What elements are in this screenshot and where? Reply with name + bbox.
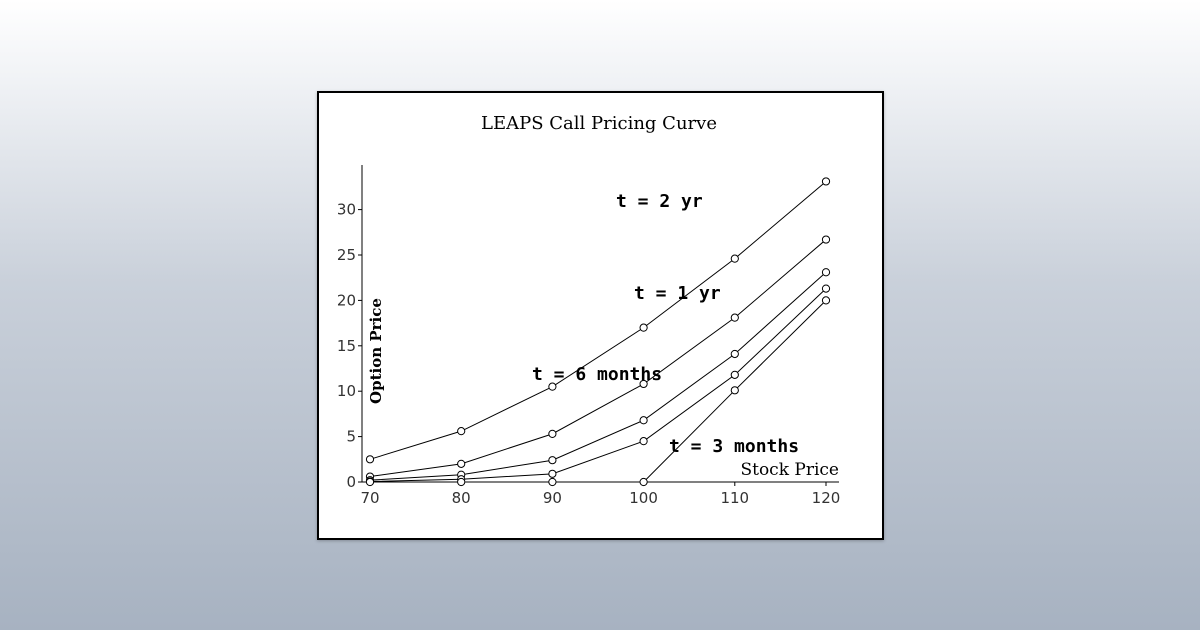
series-label: t = 1 yr (634, 283, 721, 304)
series-line-2 (369, 271, 827, 481)
data-point (457, 427, 466, 436)
x-tick-label: 100 (629, 489, 658, 507)
data-point (548, 456, 557, 465)
y-tick-label: 10 (337, 382, 356, 400)
data-point (821, 235, 831, 244)
data-point (639, 379, 648, 389)
x-tick-label: 70 (360, 489, 379, 507)
x-tick-label: 110 (720, 489, 749, 507)
y-tick-label: 25 (337, 246, 356, 264)
series-line-3 (369, 288, 827, 483)
data-point (821, 284, 831, 293)
data-point (639, 323, 648, 332)
series-line-1 (369, 239, 827, 478)
data-point (821, 268, 831, 277)
y-tick-label: 0 (346, 473, 356, 491)
data-point (730, 370, 739, 379)
x-tick-label: 120 (812, 489, 841, 507)
series-layer (365, 177, 831, 487)
x-axis-label: Stock Price (740, 460, 839, 480)
x-tick-label: 80 (452, 489, 471, 507)
series-line-0 (369, 181, 827, 460)
series-label: t = 3 months (669, 436, 799, 457)
y-tick-label: 20 (337, 291, 356, 309)
data-point (639, 416, 648, 425)
data-point (365, 477, 375, 487)
data-point (730, 313, 739, 322)
data-point (548, 469, 557, 478)
data-point (457, 477, 466, 487)
data-point (730, 386, 739, 395)
data-point (548, 382, 557, 391)
data-point (821, 296, 831, 305)
series-line-4 (370, 300, 827, 483)
data-point (548, 477, 557, 487)
data-point (821, 177, 831, 186)
data-point (730, 349, 739, 359)
series-labels-layer: t = 2 yr t = 1 yr t = 6 months t = 3 months (532, 191, 799, 457)
data-point (457, 459, 466, 468)
data-point (639, 477, 648, 487)
data-point (639, 437, 648, 446)
data-point (730, 254, 739, 263)
y-tick-label: 15 (337, 337, 356, 355)
data-point (365, 455, 375, 464)
x-tick-label: 90 (543, 489, 562, 507)
chart-svg: LEAPS Call Pricing Curve Stock Price Opt… (337, 113, 840, 507)
chart-frame: LEAPS Call Pricing Curve Stock Price Opt… (317, 91, 884, 540)
chart-title: LEAPS Call Pricing Curve (481, 113, 717, 134)
series-label: t = 2 yr (616, 191, 703, 212)
series-label: t = 6 months (532, 364, 662, 385)
ticks-layer: 70 80 90 100 110 120 0 5 10 15 20 25 30 (337, 201, 840, 507)
y-tick-label: 5 (346, 428, 356, 446)
y-tick-label: 30 (337, 201, 356, 219)
y-axis-label: Option Price (367, 298, 385, 404)
data-point (548, 429, 557, 438)
